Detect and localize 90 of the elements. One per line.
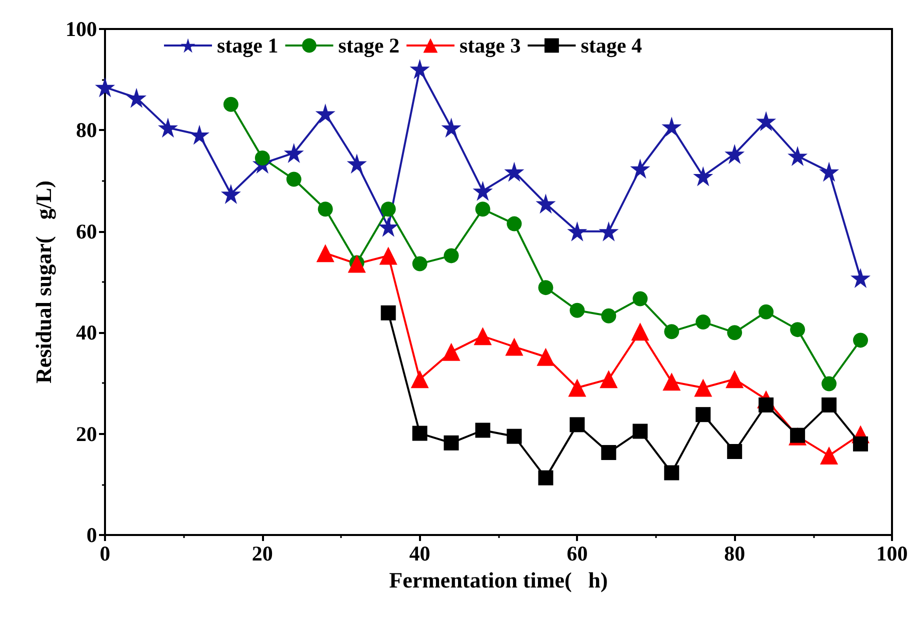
point xyxy=(756,111,776,132)
point xyxy=(506,216,522,232)
point xyxy=(790,322,806,338)
point xyxy=(820,446,838,465)
point xyxy=(600,370,618,388)
x-tick-label: 20 xyxy=(252,542,273,566)
y-tick-label: 20 xyxy=(76,422,97,446)
point xyxy=(632,291,648,306)
point xyxy=(788,146,808,166)
point xyxy=(696,407,711,422)
y-tick-label: 100 xyxy=(66,17,97,41)
point xyxy=(475,202,490,217)
point xyxy=(316,244,334,262)
point xyxy=(380,305,396,320)
point xyxy=(315,104,336,124)
point xyxy=(819,162,840,182)
point xyxy=(853,436,868,452)
point xyxy=(536,348,555,366)
point xyxy=(724,144,745,164)
point xyxy=(693,166,714,186)
point xyxy=(727,444,742,460)
x-tick-label: 100 xyxy=(876,542,908,566)
point xyxy=(254,150,270,166)
point xyxy=(95,77,115,98)
point xyxy=(630,158,650,179)
x-axis-title: Fermentation time( h) xyxy=(389,567,608,592)
point xyxy=(220,184,241,204)
point xyxy=(189,124,210,145)
point xyxy=(380,202,396,217)
point xyxy=(410,370,429,388)
y-axis-title: Residual sugar( g/L) xyxy=(31,180,56,384)
point xyxy=(758,304,774,320)
point xyxy=(412,256,428,272)
point xyxy=(412,426,428,441)
x-tick-label: 40 xyxy=(409,542,430,566)
point xyxy=(568,378,586,397)
point xyxy=(441,118,462,138)
point xyxy=(727,325,742,340)
x-tick-label: 80 xyxy=(724,542,746,566)
point xyxy=(504,162,524,182)
point xyxy=(318,202,333,217)
y-tick-label: 0 xyxy=(86,523,97,547)
point xyxy=(126,88,146,108)
legend-label: stage 4 xyxy=(580,34,642,58)
point xyxy=(664,465,680,480)
point xyxy=(536,194,556,214)
point xyxy=(346,154,367,174)
point xyxy=(567,221,588,242)
point xyxy=(664,324,680,340)
point xyxy=(442,342,460,361)
point xyxy=(475,422,490,438)
point xyxy=(158,118,178,138)
point xyxy=(570,417,585,432)
point xyxy=(726,370,744,388)
point xyxy=(538,280,554,296)
y-tick-label: 40 xyxy=(76,320,97,345)
point xyxy=(601,308,616,324)
point xyxy=(379,246,398,265)
y-tick-label: 80 xyxy=(76,118,97,142)
point xyxy=(472,180,493,201)
point xyxy=(538,470,554,486)
point xyxy=(601,445,616,460)
point xyxy=(662,372,681,391)
point xyxy=(696,314,711,330)
y-tick-label: 60 xyxy=(76,219,97,244)
point xyxy=(850,268,871,288)
point xyxy=(758,397,774,412)
point xyxy=(662,116,682,137)
point xyxy=(506,428,522,444)
point xyxy=(223,96,238,112)
point xyxy=(632,424,648,439)
point xyxy=(505,338,524,356)
point xyxy=(853,332,868,348)
point xyxy=(822,376,837,392)
point xyxy=(444,248,459,264)
point xyxy=(598,221,619,242)
point xyxy=(694,378,712,397)
legend-label: stage 3 xyxy=(459,34,521,58)
point xyxy=(286,172,302,187)
point xyxy=(474,327,492,346)
point xyxy=(444,435,459,450)
legend-label: stage 1 xyxy=(217,34,278,58)
legend-label: stage 2 xyxy=(338,34,400,58)
point xyxy=(284,142,304,163)
point xyxy=(410,58,430,79)
point xyxy=(570,302,585,318)
x-tick-label: 60 xyxy=(566,542,588,566)
point xyxy=(631,322,650,341)
point xyxy=(378,216,398,237)
point xyxy=(822,397,837,412)
